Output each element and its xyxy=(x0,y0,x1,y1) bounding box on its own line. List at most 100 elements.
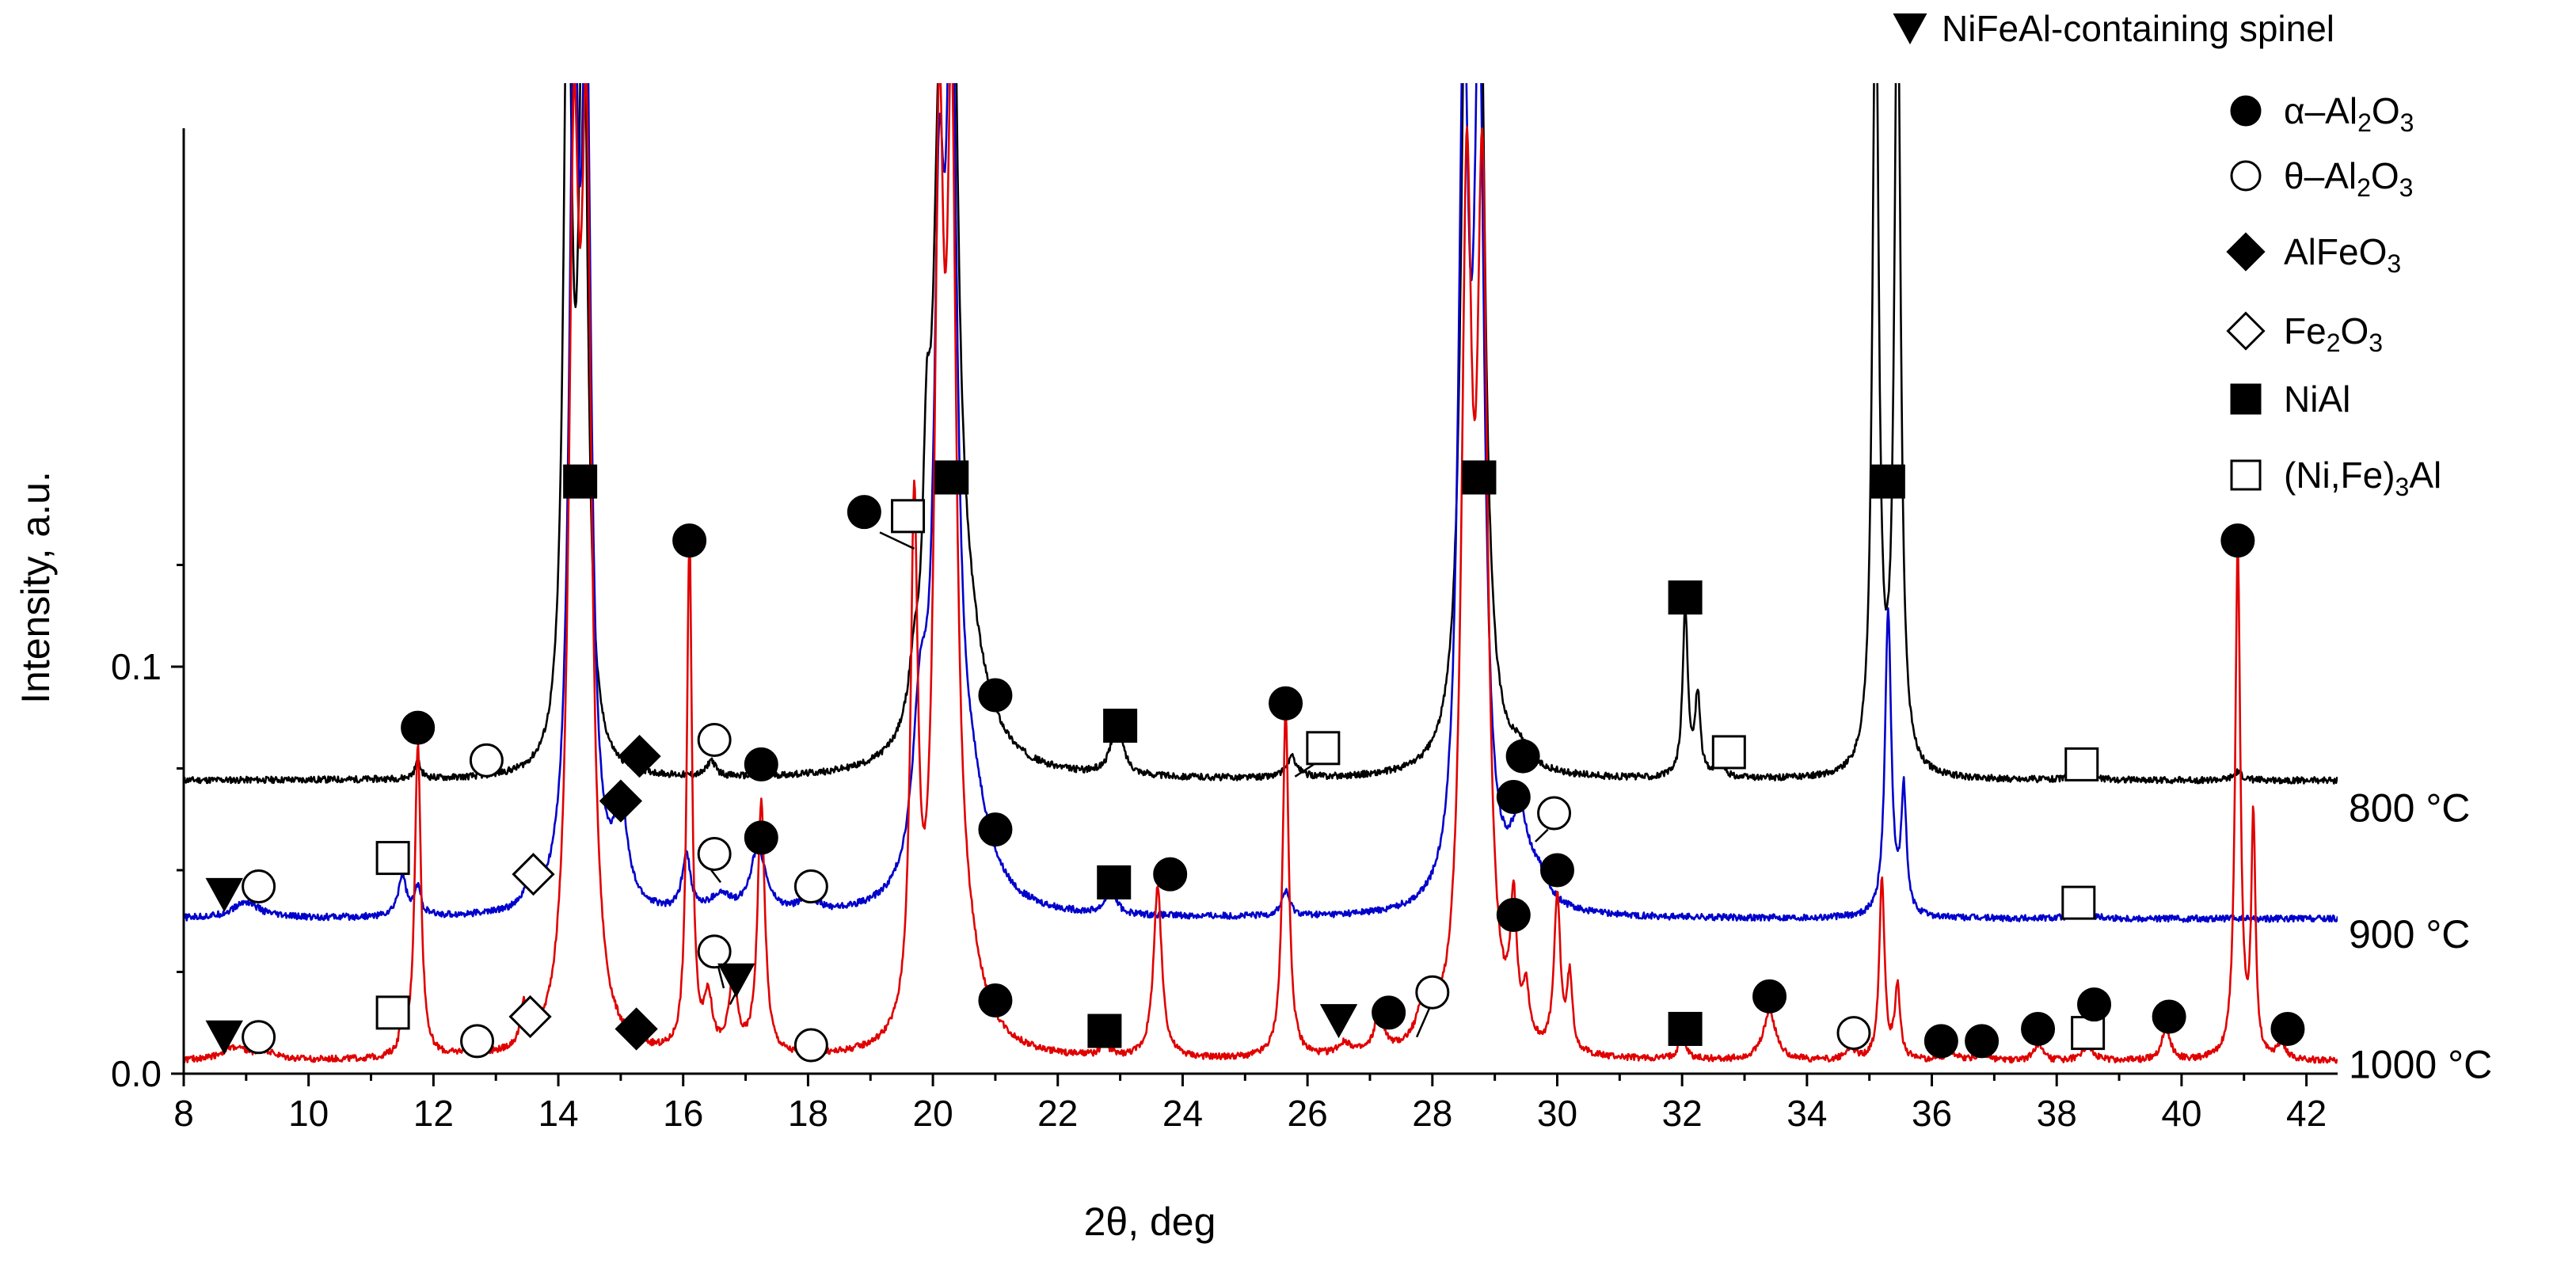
marker-square-filled xyxy=(1462,460,1497,495)
marker-circle-open xyxy=(697,836,732,871)
marker-circle-open xyxy=(469,743,504,778)
marker-square-open xyxy=(2071,1016,2106,1051)
x-tick-label: 10 xyxy=(288,1093,329,1134)
marker-circle-filled xyxy=(2270,1011,2305,1046)
marker-circle-open xyxy=(793,869,828,904)
marker-diamond-open xyxy=(512,853,555,896)
legend-item: NiFeAl-containing spinel xyxy=(1893,8,2334,49)
marker-diamond-open xyxy=(508,994,552,1039)
marker-circle-open xyxy=(1836,1016,1871,1051)
legend-label: NiAl xyxy=(2284,378,2350,420)
x-tick-label: 8 xyxy=(173,1093,194,1134)
temperature-labels: 800 °C 900 °C 1000 °C xyxy=(2349,786,2492,1087)
temperature-label: 800 °C xyxy=(2349,786,2470,831)
marker-down-triangle-filled xyxy=(205,877,243,912)
x-tick-label: 20 xyxy=(913,1093,953,1134)
legend-label: θ–Al2O3 xyxy=(2284,155,2413,202)
x-tick-label: 22 xyxy=(1037,1093,1078,1134)
marker-circle-filled xyxy=(1539,853,1574,888)
marker-circle-filled xyxy=(847,495,881,530)
legend-item: α–Al2O3 xyxy=(2230,90,2414,137)
marker-circle-filled xyxy=(1965,1024,2000,1059)
marker-square-filled xyxy=(1668,580,1703,615)
x-axis-title: 2θ, deg xyxy=(1084,1200,1216,1244)
x-tick-label: 40 xyxy=(2161,1093,2201,1134)
marker-circle-filled xyxy=(1153,857,1188,892)
y-tick-label: 0.0 xyxy=(111,1053,162,1094)
temperature-label: 1000 °C xyxy=(2349,1042,2492,1086)
x-tick-label: 28 xyxy=(1412,1093,1452,1134)
legend-symbol-down-triangle-filled xyxy=(1893,13,1927,45)
marker-circle-open xyxy=(793,1028,828,1063)
leader-line xyxy=(1294,763,1315,778)
x-tick-label: 30 xyxy=(1537,1093,1577,1134)
curve-900C xyxy=(184,83,2338,923)
marker-circle-filled xyxy=(978,983,1013,1017)
legend-symbol-diamond-open xyxy=(2226,311,2266,351)
legend-symbol-diamond-filled xyxy=(2226,232,2266,272)
marker-square-filled xyxy=(1103,709,1138,743)
marker-square-open xyxy=(375,995,410,1030)
legend-symbol-circle-filled xyxy=(2230,95,2262,127)
marker-circle-open xyxy=(697,934,732,969)
legend-item: (Ni,Fe)3Al xyxy=(2230,454,2441,501)
marker-circle-filled xyxy=(744,747,778,782)
marker-square-open xyxy=(2061,885,2096,920)
leader-line xyxy=(879,531,915,550)
legend-item: θ–Al2O3 xyxy=(2230,155,2413,202)
curve-1000C xyxy=(184,83,2338,1064)
leader-line xyxy=(710,869,722,884)
marker-circle-open xyxy=(1415,975,1450,1010)
y-tick-label: 0.1 xyxy=(111,646,162,687)
temperature-label: 900 °C xyxy=(2349,912,2470,956)
x-tick-label: 18 xyxy=(788,1093,828,1134)
marker-circle-open xyxy=(697,723,732,758)
marker-square-open xyxy=(891,499,926,534)
marker-circle-open xyxy=(242,1020,276,1055)
legend-item: AlFeO3 xyxy=(2226,231,2401,278)
axes: 8 10 12 14 16 18 20 22 24 26 28 30 32 34 36 38 40 42 0.0 0.… xyxy=(13,128,2338,1244)
marker-circle-filled xyxy=(2021,1011,2056,1046)
marker-circle-filled xyxy=(2220,523,2255,558)
marker-square-open xyxy=(2064,747,2099,782)
marker-diamond-filled xyxy=(599,779,643,823)
marker-circle-filled xyxy=(1923,1024,1958,1059)
marker-square-filled xyxy=(1097,865,1132,899)
marker-circle-filled xyxy=(1752,979,1787,1013)
marker-circle-filled xyxy=(401,710,436,745)
marker-square-filled xyxy=(1870,464,1905,499)
peak-leader-lines xyxy=(710,531,1549,1038)
legend-label: α–Al2O3 xyxy=(2284,90,2414,137)
marker-circle-filled xyxy=(2077,987,2112,1022)
marker-down-triangle-filled xyxy=(1319,1004,1358,1039)
marker-square-open xyxy=(375,841,410,876)
x-tick-label: 42 xyxy=(2286,1093,2327,1134)
legend-item: NiAl xyxy=(2230,378,2350,420)
x-tick-label: 32 xyxy=(1662,1093,1703,1134)
marker-square-open xyxy=(1711,735,1746,770)
marker-circle-open xyxy=(1537,796,1572,831)
marker-square-filled xyxy=(1668,1011,1703,1046)
marker-diamond-filled xyxy=(618,734,661,778)
marker-circle-filled xyxy=(672,523,707,558)
leader-line xyxy=(1535,828,1549,842)
marker-diamond-filled xyxy=(615,1007,658,1051)
marker-circle-filled xyxy=(1496,898,1531,933)
legend-label: NiFeAl-containing spinel xyxy=(1942,8,2334,49)
marker-down-triangle-filled xyxy=(717,963,755,998)
x-tick-label: 16 xyxy=(663,1093,703,1134)
marker-circle-filled xyxy=(978,678,1013,713)
marker-square-filled xyxy=(1087,1013,1122,1048)
marker-square-open xyxy=(1306,731,1341,766)
x-tick-label: 34 xyxy=(1786,1093,1827,1134)
marker-circle-filled xyxy=(1505,739,1540,774)
marker-circle-filled xyxy=(2152,999,2186,1034)
marker-circle-filled xyxy=(744,820,778,855)
legend-symbol-circle-open xyxy=(2230,160,2262,192)
x-tick-label: 14 xyxy=(538,1093,578,1134)
y-axis-title: Intensity, a.u. xyxy=(13,471,58,704)
legend-label: AlFeO3 xyxy=(2284,231,2401,278)
curve-800C xyxy=(184,83,2338,785)
legend: NiFeAl-containing spinel α–Al2O3 θ–Al2O3 Al… xyxy=(1893,8,2441,501)
